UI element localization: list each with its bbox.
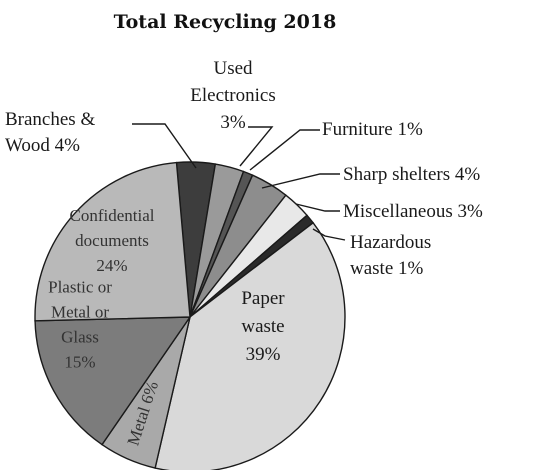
leader-electronics [239,126,274,167]
label-confidential-line: 24% [96,256,127,275]
label-electronics-line: Electronics [190,85,275,106]
slice-labels: Paper waste 39%Metal 6%Plastic or Metal or G… [5,58,483,448]
label-plastic-line: Plastic or [48,278,112,297]
label-plastic-line: Metal or [51,303,109,322]
label-plastic-line: 15% [64,353,95,372]
slice-paper [154,221,346,470]
label-furniture: Furniture 1% [322,119,423,140]
label-branches: Branches & Wood 4% [5,109,95,156]
slice-plastic [34,316,192,446]
label-hazardous-line: waste 1% [350,258,424,279]
leader-branches [132,123,197,169]
label-electronics-line: 3% [220,112,246,133]
pie-slices [34,161,346,470]
label-electronics-line: Used [213,58,253,79]
label-confidential-line: Confidential [70,206,155,225]
label-branches-line: Wood 4% [5,135,80,156]
label-plastic-line: Glass [61,328,99,347]
chart-title: Total Recycling 2018 [114,11,337,33]
label-sharp-line: Sharp shelters 4% [343,164,480,185]
label-sharp: Sharp shelters 4% [343,164,480,185]
leader-sharp [261,173,340,189]
leader-hazardous [312,228,346,241]
label-confidential: Confidential documents 24% [70,206,155,275]
label-electronics: Used Electronics 3% [190,58,275,133]
leader-lines [132,123,346,241]
label-confidential-line: documents [75,231,149,250]
label-misc: Miscellaneous 3% [343,201,483,222]
label-paper-line: Paper [241,288,285,309]
slice-confidential [34,161,191,322]
label-misc-line: Miscellaneous 3% [343,201,483,222]
label-furniture-line: Furniture 1% [322,119,423,140]
label-hazardous-line: Hazardous [350,232,431,253]
leader-misc [295,203,340,212]
label-plastic: Plastic or Metal or Glass 15% [48,278,112,372]
label-branches-line: Branches & [5,109,95,130]
label-paper-line: waste [241,316,284,337]
label-paper-line: 39% [246,344,281,365]
label-hazardous: Hazardous waste 1% [350,232,431,279]
leader-furniture [249,129,320,171]
label-paper: Paper waste 39% [241,288,285,365]
